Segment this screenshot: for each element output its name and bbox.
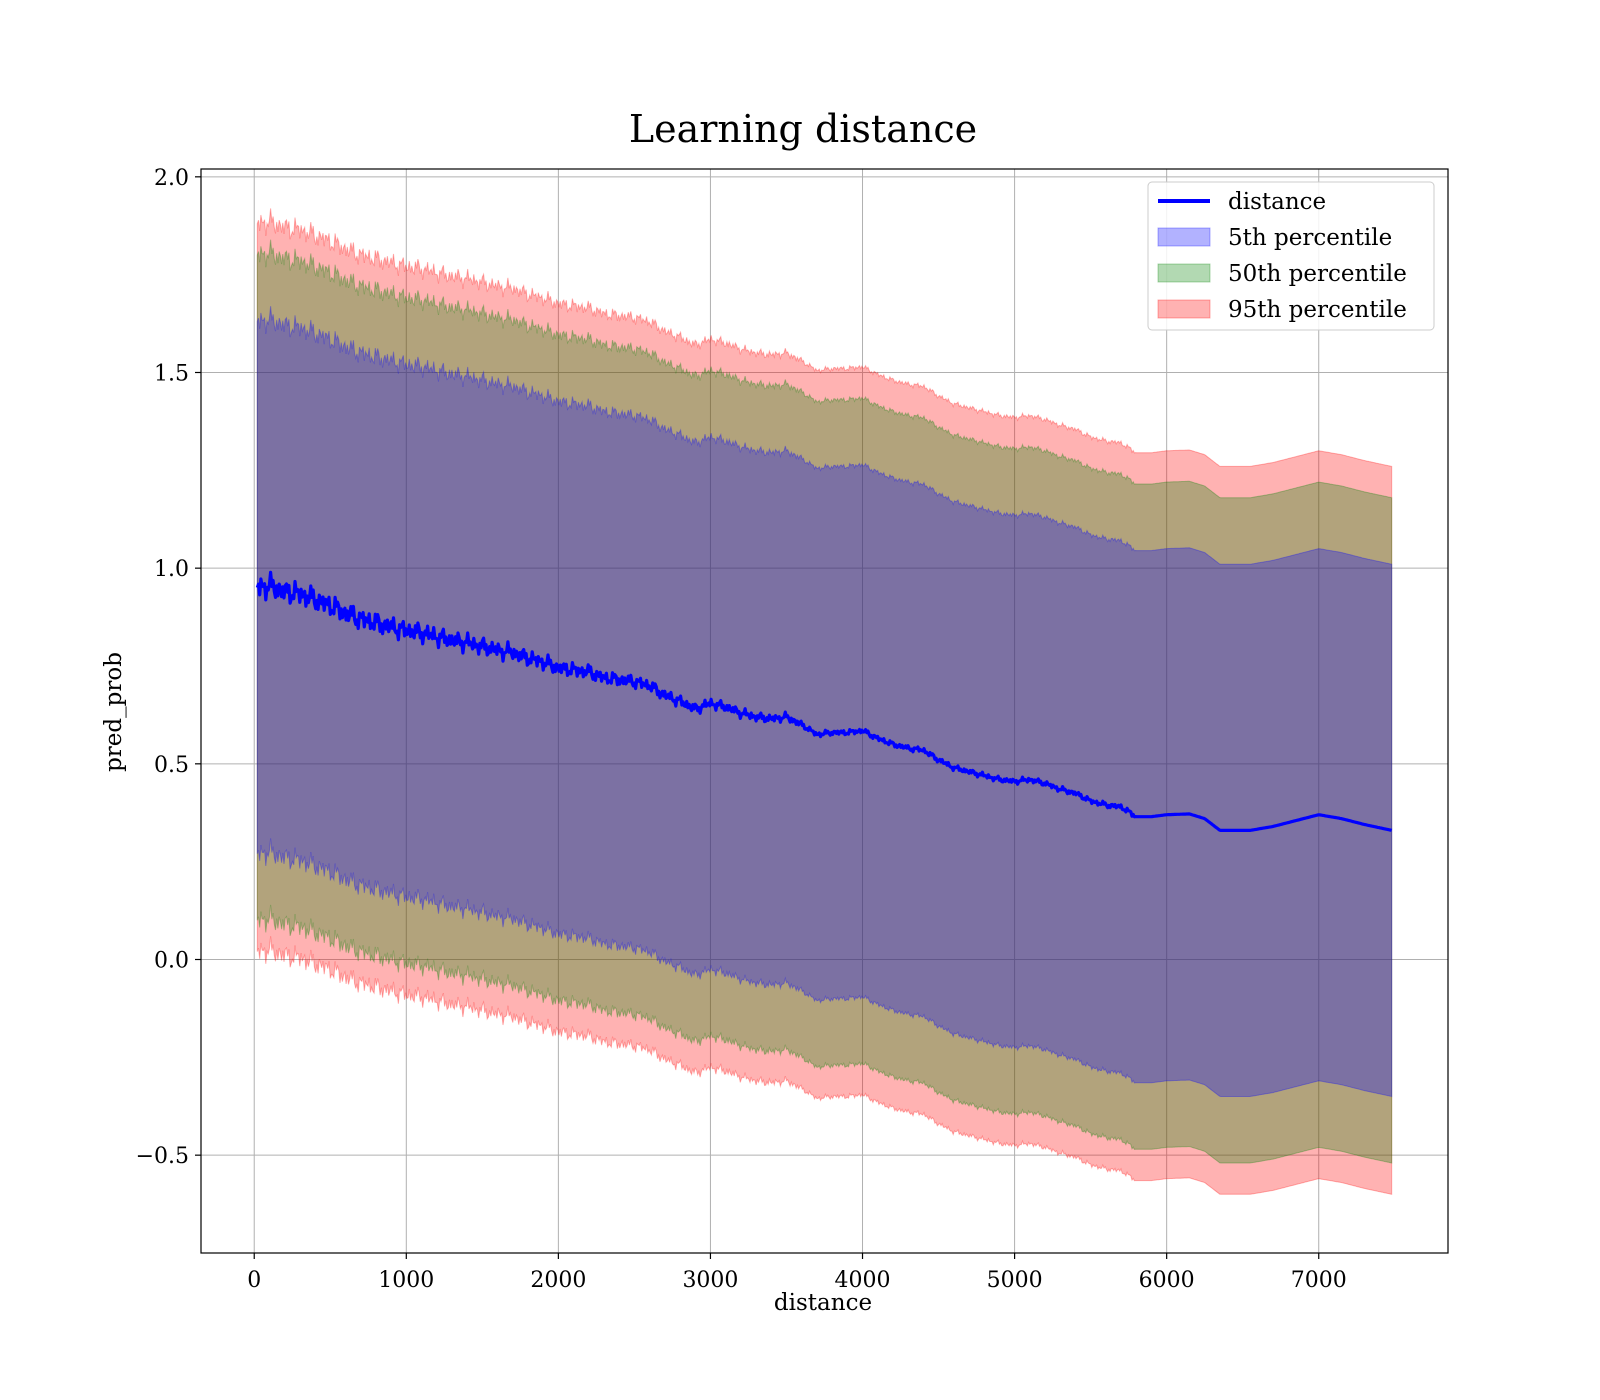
plot-area-border (200, 168, 1449, 1254)
legend-swatch-5th (1157, 227, 1211, 247)
x-tick-label: 4000 (835, 1268, 891, 1293)
y-tick-label: −0.5 (136, 1144, 189, 1169)
legend-label-50th: 50th percentile (1228, 261, 1407, 287)
legend-label-95th: 95th percentile (1228, 297, 1407, 323)
legend-box (1147, 181, 1435, 331)
band-5th-percentile (256, 306, 1393, 1098)
x-tick-label: 5000 (987, 1268, 1043, 1293)
y-tick-label: 0.0 (154, 948, 189, 973)
band-50th-percentile (256, 239, 1393, 1164)
legend-label-5th: 5th percentile (1228, 225, 1392, 251)
distance-line (255, 570, 1393, 832)
legend-swatch-50th (1157, 263, 1211, 283)
legend-label-distance: distance (1228, 189, 1326, 215)
chart-title: Learning distance (629, 107, 977, 151)
x-tick-label: 6000 (1139, 1268, 1195, 1293)
y-tick-label: 1.5 (154, 361, 189, 386)
axes-frame (200, 168, 1449, 1254)
grid (201, 169, 1448, 1253)
x-tick-label: 7000 (1291, 1268, 1347, 1293)
x-tick-label: 3000 (682, 1268, 738, 1293)
y-axis-label: pred_prob (101, 652, 127, 772)
band-95th-percentile (256, 208, 1393, 1195)
x-axis: 0 1000 2000 3000 4000 5000 6000 7000 (247, 1253, 1347, 1293)
percentile-bands (256, 208, 1393, 1195)
x-tick-label: 0 (247, 1268, 261, 1293)
x-axis-label: distance (774, 1290, 872, 1316)
x-tick-label: 2000 (530, 1268, 586, 1293)
distance-line-layer (255, 570, 1393, 832)
legend-swatch-95th (1157, 299, 1211, 319)
legend: distance 5th percentile 50th percentile … (1147, 181, 1435, 331)
x-tick-label: 1000 (378, 1268, 434, 1293)
y-tick-label: 2.0 (154, 166, 189, 191)
y-tick-label: 0.5 (154, 753, 189, 778)
y-axis: −0.5 0.0 0.5 1.0 1.5 2.0 (136, 166, 201, 1169)
y-tick-label: 1.0 (154, 557, 189, 582)
